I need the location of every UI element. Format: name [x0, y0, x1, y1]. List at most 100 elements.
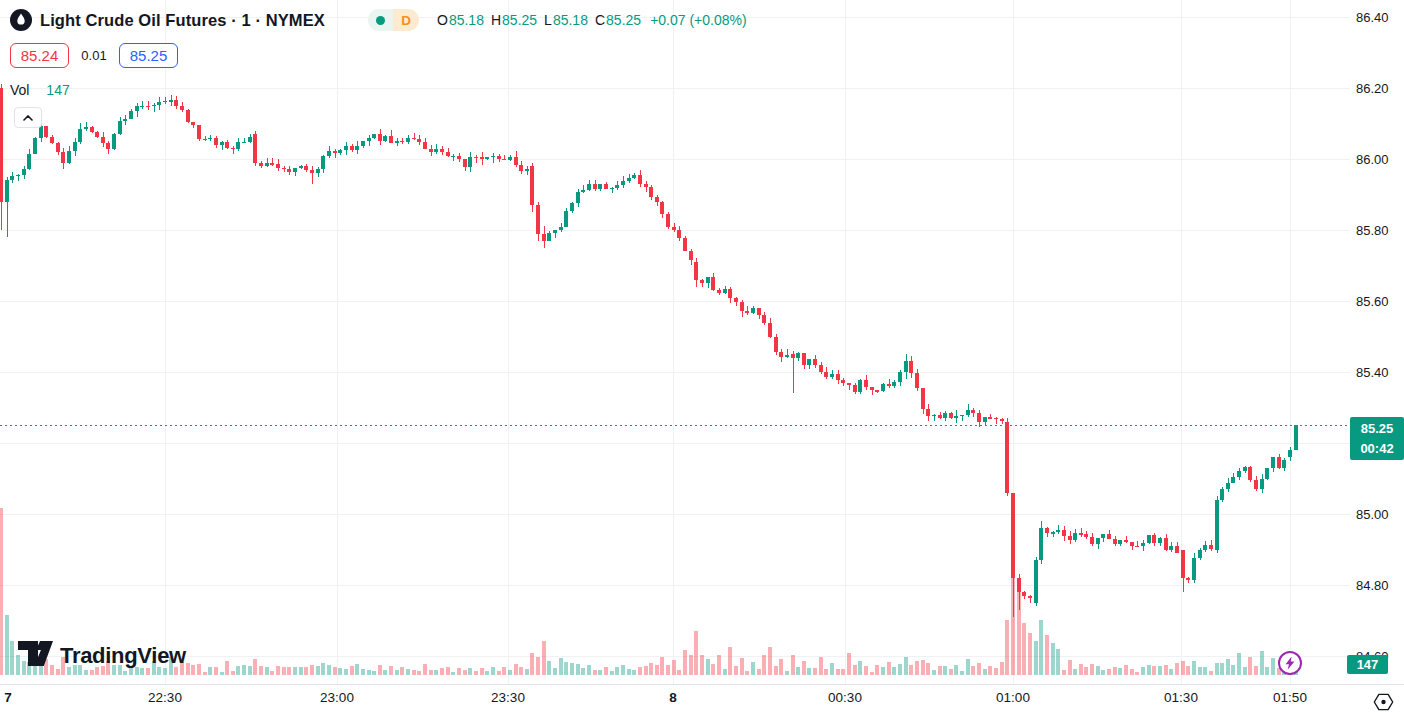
volume-bar: [954, 665, 958, 675]
candle-body: [304, 166, 308, 170]
candle-body: [909, 361, 913, 373]
collapse-legend-button[interactable]: [14, 107, 42, 128]
candle-body: [0, 88, 3, 202]
volume-bar: [632, 670, 636, 675]
volume-bar: [915, 661, 919, 675]
volume-bar: [830, 663, 834, 675]
candle-body: [293, 168, 297, 172]
volume-bar: [191, 665, 195, 675]
volume-bar: [1169, 669, 1173, 675]
axis-settings-icon[interactable]: [1373, 693, 1394, 712]
close-label: C: [595, 12, 605, 28]
volume-bar: [1130, 669, 1134, 675]
candle-body: [1113, 539, 1117, 544]
price-tick-label: 85.00: [1356, 507, 1389, 522]
volume-bar: [417, 671, 421, 675]
volume-bar: [304, 667, 308, 675]
volume-bar: [683, 650, 687, 675]
candle-body: [774, 337, 778, 352]
volume-bar: [1164, 665, 1168, 675]
sell-price-button[interactable]: 85.24: [10, 43, 69, 68]
candle-body: [1034, 560, 1038, 603]
candle-body: [333, 151, 337, 154]
volume-bar: [672, 660, 676, 675]
candle-body: [904, 361, 908, 372]
candlestick-layer: [0, 84, 1298, 617]
volume-bar: [1056, 649, 1060, 675]
volume-indicator-label[interactable]: Vol: [10, 82, 29, 98]
realtime-lightning-icon[interactable]: [1277, 650, 1303, 680]
volume-bar: [497, 671, 501, 675]
candle-body: [276, 164, 280, 168]
candle-body: [610, 188, 614, 189]
volume-bar: [310, 665, 314, 675]
spread-value: 0.01: [80, 48, 108, 63]
volume-bar: [757, 669, 761, 675]
volume-bar: [1022, 623, 1026, 675]
candle-body: [316, 169, 320, 173]
volume-bar: [434, 670, 438, 675]
volume-bar: [259, 666, 263, 675]
candle-body: [1135, 546, 1139, 547]
candle-body: [5, 180, 9, 201]
volume-bar: [807, 668, 811, 675]
candle-body: [966, 410, 970, 416]
volume-bar: [1181, 661, 1185, 675]
volume-bar: [938, 666, 942, 675]
market-status-pill[interactable]: D: [368, 9, 419, 31]
candle-body: [757, 308, 761, 315]
buy-price-button[interactable]: 85.25: [119, 43, 178, 68]
volume-bar: [666, 665, 670, 675]
candle-body: [1101, 534, 1105, 538]
volume-bar: [836, 669, 840, 675]
candle-body: [95, 132, 99, 137]
current-price-label: 85.25 00:42: [1350, 417, 1404, 460]
candle-body: [1107, 534, 1111, 539]
tradingview-watermark[interactable]: TradingView: [18, 641, 186, 670]
price-tick-label: 85.60: [1356, 294, 1389, 309]
volume-bar: [853, 665, 857, 675]
volume-bar: [502, 667, 506, 675]
volume-bar: [898, 664, 902, 675]
candle-body: [542, 234, 546, 241]
volume-bar: [994, 668, 998, 675]
volume-bar: [327, 665, 331, 675]
candle-body: [1243, 467, 1247, 470]
time-tick-label: 8: [669, 690, 677, 705]
candle-body: [440, 149, 444, 152]
volume-bar: [10, 641, 14, 675]
candle-wick: [747, 306, 748, 314]
candle-body: [898, 372, 902, 383]
candle-body: [530, 166, 534, 205]
volume-bar: [751, 662, 755, 675]
candle-body: [367, 138, 371, 142]
candle-body: [926, 409, 930, 416]
delayed-data-badge: D: [393, 9, 419, 31]
candle-body: [417, 139, 421, 142]
candle-body: [779, 352, 783, 357]
candle-body: [1237, 471, 1241, 477]
candle-body: [1226, 483, 1230, 489]
candle-body: [627, 178, 631, 181]
candle-body: [519, 165, 523, 171]
close-value: 85.25: [606, 12, 641, 28]
volume-bar: [446, 667, 450, 675]
volume-bar: [1152, 666, 1156, 675]
candle-body: [581, 190, 585, 192]
candle-body: [638, 175, 642, 185]
volume-bar: [361, 669, 365, 675]
high-label: H: [491, 12, 501, 28]
symbol-logo-icon: [10, 9, 32, 31]
volume-bar: [429, 670, 433, 675]
tradingview-logo-icon: [18, 641, 53, 670]
candle-body: [502, 159, 506, 161]
volume-bar: [921, 660, 925, 675]
volume-bar: [971, 666, 975, 675]
symbol-title[interactable]: Light Crude Oil Futures · 1 · NYMEX: [40, 11, 325, 30]
volume-bar: [610, 671, 614, 675]
candle-body: [525, 169, 529, 170]
candle-body: [938, 415, 942, 418]
candle-body: [491, 156, 495, 157]
candle-body: [785, 355, 789, 357]
volume-bar: [344, 669, 348, 675]
